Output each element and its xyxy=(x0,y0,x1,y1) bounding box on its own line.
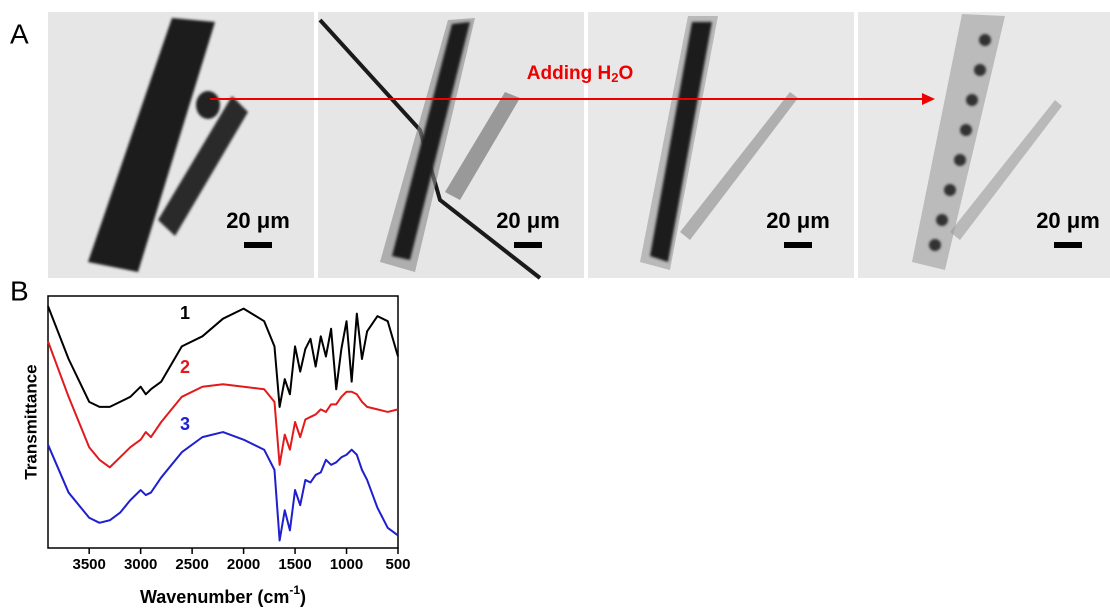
series-label: 2 xyxy=(180,357,190,377)
plot-frame xyxy=(47,295,399,549)
x-axis-label-text: Wavenumber (cm xyxy=(140,587,289,607)
panel-label: B xyxy=(10,275,29,306)
x-axis-label-sup: -1 xyxy=(289,583,300,597)
x-tick-label: 3000 xyxy=(124,556,157,573)
x-tick-label: 3500 xyxy=(72,556,105,573)
arrow-head xyxy=(922,93,935,105)
arrow-label-text: Adding H xyxy=(527,63,611,84)
scale-label: 20 μm xyxy=(226,208,290,233)
scale-bar xyxy=(1054,242,1082,248)
series-label: 1 xyxy=(180,303,190,323)
x-tick-label: 1000 xyxy=(330,556,363,573)
scale-bar xyxy=(244,242,272,248)
scale-label: 20 μm xyxy=(1036,208,1100,233)
scale-bar xyxy=(784,242,812,248)
series-label: 3 xyxy=(180,414,190,434)
panel-label: A xyxy=(10,18,29,49)
x-tick-label: 500 xyxy=(385,556,410,573)
arrow-label-sub: 2 xyxy=(611,70,618,85)
spectrum-line xyxy=(47,341,399,469)
x-tick-label: 2500 xyxy=(175,556,208,573)
x-axis-label-after: ) xyxy=(300,587,306,607)
x-tick-label: 2000 xyxy=(227,556,260,573)
x-tick-label: 1500 xyxy=(278,556,311,573)
scale-label: 20 μm xyxy=(766,208,830,233)
scale-bar xyxy=(514,242,542,248)
arrow-label-after: O xyxy=(618,63,633,84)
spectrum-line xyxy=(47,305,399,408)
micrograph xyxy=(588,12,854,278)
micrograph xyxy=(48,12,314,278)
micrograph xyxy=(858,12,1110,278)
spectrum-line xyxy=(47,431,399,542)
arrow-label: Adding H2O xyxy=(527,63,633,85)
micrograph xyxy=(318,12,584,280)
x-axis-label: Wavenumber (cm-1) xyxy=(140,583,306,607)
scale-label: 20 μm xyxy=(496,208,560,233)
y-axis-label: Transmittance xyxy=(21,364,40,479)
